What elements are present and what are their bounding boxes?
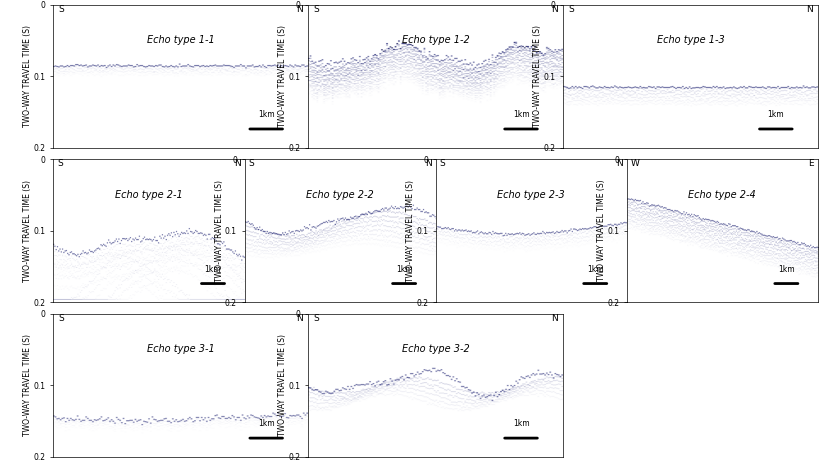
Y-axis label: TWO-WAY TRAVEL TIME (S): TWO-WAY TRAVEL TIME (S) [278,334,287,436]
Y-axis label: TWO-WAY TRAVEL TIME (S): TWO-WAY TRAVEL TIME (S) [278,25,287,127]
Text: 1km: 1km [513,419,529,428]
Y-axis label: TWO WAY TRAVEL TIME (S): TWO WAY TRAVEL TIME (S) [597,180,606,281]
Text: 1km: 1km [768,110,784,119]
Text: N: N [297,5,303,14]
Text: S: S [58,159,63,168]
Text: S: S [248,159,254,168]
Text: 1km: 1km [778,265,795,274]
Y-axis label: TWO-WAY TRAVEL TIME (S): TWO-WAY TRAVEL TIME (S) [405,180,414,281]
Y-axis label: TWO-WAY TRAVEL TIME (S): TWO-WAY TRAVEL TIME (S) [23,180,32,281]
Text: W: W [630,159,640,168]
Text: Echo type 2-3: Echo type 2-3 [497,190,565,200]
Text: Echo type 1-3: Echo type 1-3 [657,35,724,45]
Text: 1km: 1km [587,265,603,274]
Text: Echo type 2-4: Echo type 2-4 [689,190,756,200]
Text: S: S [313,5,319,14]
Y-axis label: TWO-WAY TRAVEL TIME (S): TWO-WAY TRAVEL TIME (S) [23,334,32,436]
Text: Echo type 1-2: Echo type 1-2 [402,35,469,45]
Text: N: N [552,314,558,323]
Text: S: S [58,314,64,323]
Text: 1km: 1km [396,265,413,274]
Text: N: N [234,159,241,168]
Text: S: S [568,5,574,14]
Y-axis label: TWO-WAY TRAVEL TIME (S): TWO-WAY TRAVEL TIME (S) [23,25,32,127]
Y-axis label: TWO-WAY TRAVEL TIME (S): TWO-WAY TRAVEL TIME (S) [533,25,542,127]
Text: Echo type 3-1: Echo type 3-1 [147,344,215,355]
Text: 1km: 1km [258,110,275,119]
Text: N: N [616,159,623,168]
Y-axis label: TWO-WAY TRAVEL TIME (S): TWO-WAY TRAVEL TIME (S) [215,180,224,281]
Text: N: N [425,159,432,168]
Text: N: N [552,5,558,14]
Text: 1km: 1km [513,110,529,119]
Text: Echo type 2-1: Echo type 2-1 [115,190,182,200]
Text: E: E [809,159,814,168]
Text: N: N [297,314,303,323]
Text: 1km: 1km [205,265,221,274]
Text: Echo type 2-2: Echo type 2-2 [307,190,374,200]
Text: S: S [313,314,319,323]
Text: 1km: 1km [258,419,275,428]
Text: S: S [440,159,446,168]
Text: Echo type 1-1: Echo type 1-1 [147,35,215,45]
Text: S: S [58,5,64,14]
Text: N: N [806,5,813,14]
Text: Echo type 3-2: Echo type 3-2 [402,344,469,355]
